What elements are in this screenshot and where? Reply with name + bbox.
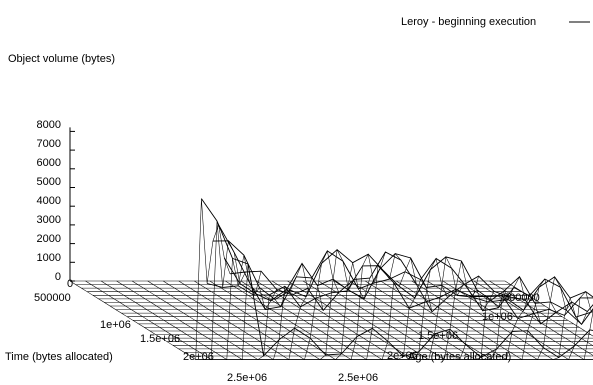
surface-line (194, 248, 355, 360)
y-tick-1.5e6: 1.5e+06 (418, 330, 458, 342)
z-tick-2000: 2000 (37, 233, 61, 245)
surface-line (147, 262, 308, 361)
surface-line (69, 198, 231, 361)
surface-line (201, 198, 593, 359)
surface-line (442, 280, 593, 361)
surface-line (458, 280, 593, 361)
surface-line (489, 280, 593, 347)
z-tick-6000: 6000 (37, 157, 61, 169)
x-tick-2.5e6: 2.5e+06 (227, 372, 267, 384)
x-tick-1e6: 1e+06 (100, 319, 131, 331)
z-axis-label: Object volume (bytes) (8, 53, 115, 65)
surface-line (380, 280, 541, 361)
surface-line (504, 280, 593, 337)
surface-line (302, 255, 464, 361)
surface-line (349, 280, 510, 360)
y-tick-1e6: 1e+06 (482, 311, 513, 323)
surface-line (473, 280, 593, 356)
surface-line (209, 262, 371, 360)
z-tick-3000: 3000 (37, 214, 61, 226)
z-tick-8000: 8000 (37, 119, 61, 131)
surface-line (365, 275, 526, 360)
x-axis-label: Time (bytes allocated) (5, 351, 113, 363)
x-tick-0: 0 (67, 278, 73, 290)
x-tick-1.5e6: 1.5e+06 (140, 333, 180, 345)
surface-line (178, 250, 340, 361)
surface-line (212, 240, 593, 311)
surface-line (225, 251, 386, 361)
legend-label: Leroy - beginning execution (401, 16, 536, 28)
z-tick-1000: 1000 (37, 252, 61, 264)
surface-line (427, 280, 588, 360)
x-tick-2e6: 2e+06 (183, 351, 214, 363)
surface-line (100, 255, 262, 361)
surface-line (396, 278, 557, 361)
surface-line (116, 263, 277, 361)
surface-line (240, 253, 402, 361)
axes (69, 127, 75, 282)
surface-line (256, 257, 417, 361)
surface-line (163, 277, 324, 361)
y-tick-2.5e6: 2.5e+06 (338, 372, 378, 384)
y-axis-label: Age (bytes allocated) (408, 351, 511, 363)
z-tick-4000: 4000 (37, 195, 61, 207)
z-tick-5000: 5000 (37, 176, 61, 188)
surface-line (85, 220, 246, 361)
y-tick-500000: 500000 (503, 292, 540, 304)
z-tick-0: 0 (55, 271, 61, 283)
x-tick-500000: 500000 (34, 292, 71, 304)
surface-line (411, 276, 573, 360)
z-tick-7000: 7000 (37, 138, 61, 150)
surface-line (271, 278, 433, 360)
surface-line (333, 280, 495, 361)
y-tick-2e6: 2e+06 (387, 350, 418, 362)
